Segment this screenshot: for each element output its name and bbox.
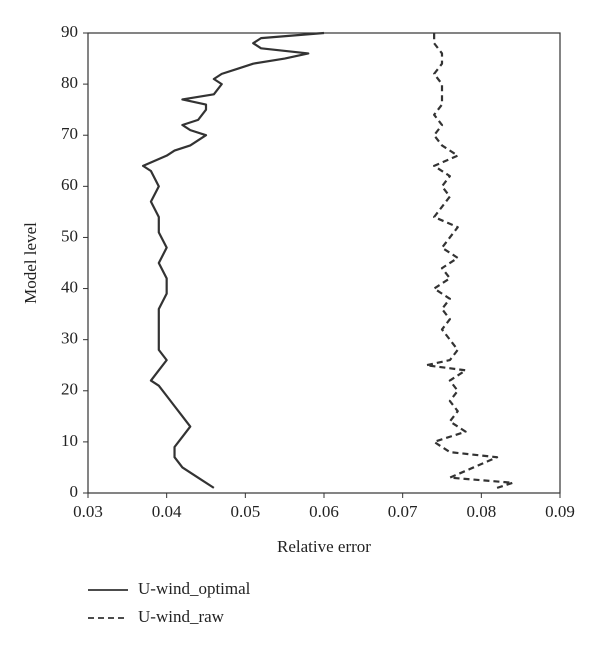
- x-axis-title: Relative error: [277, 537, 371, 556]
- series-line: [425, 33, 514, 489]
- legend-label: U-wind_optimal: [138, 579, 251, 598]
- y-tick-label: 80: [61, 73, 78, 92]
- series-line: [141, 31, 325, 489]
- x-tick-label: 0.07: [388, 502, 418, 521]
- x-tick-label: 0.03: [73, 502, 103, 521]
- y-tick-label: 70: [61, 124, 78, 143]
- x-tick-label: 0.04: [152, 502, 182, 521]
- y-tick-label: 10: [61, 431, 78, 450]
- y-tick-label: 50: [61, 226, 78, 245]
- y-axis-title: Model level: [21, 222, 40, 304]
- y-tick-label: 30: [61, 329, 78, 348]
- legend-label: U-wind_raw: [138, 607, 225, 626]
- x-tick-label: 0.09: [545, 502, 575, 521]
- y-tick-label: 90: [61, 22, 78, 41]
- x-tick-label: 0.08: [466, 502, 496, 521]
- y-tick-label: 40: [61, 277, 78, 296]
- x-tick-label: 0.05: [230, 502, 260, 521]
- y-tick-label: 20: [61, 380, 78, 399]
- x-tick-label: 0.06: [309, 502, 339, 521]
- y-tick-label: 0: [70, 482, 79, 501]
- y-tick-label: 60: [61, 175, 78, 194]
